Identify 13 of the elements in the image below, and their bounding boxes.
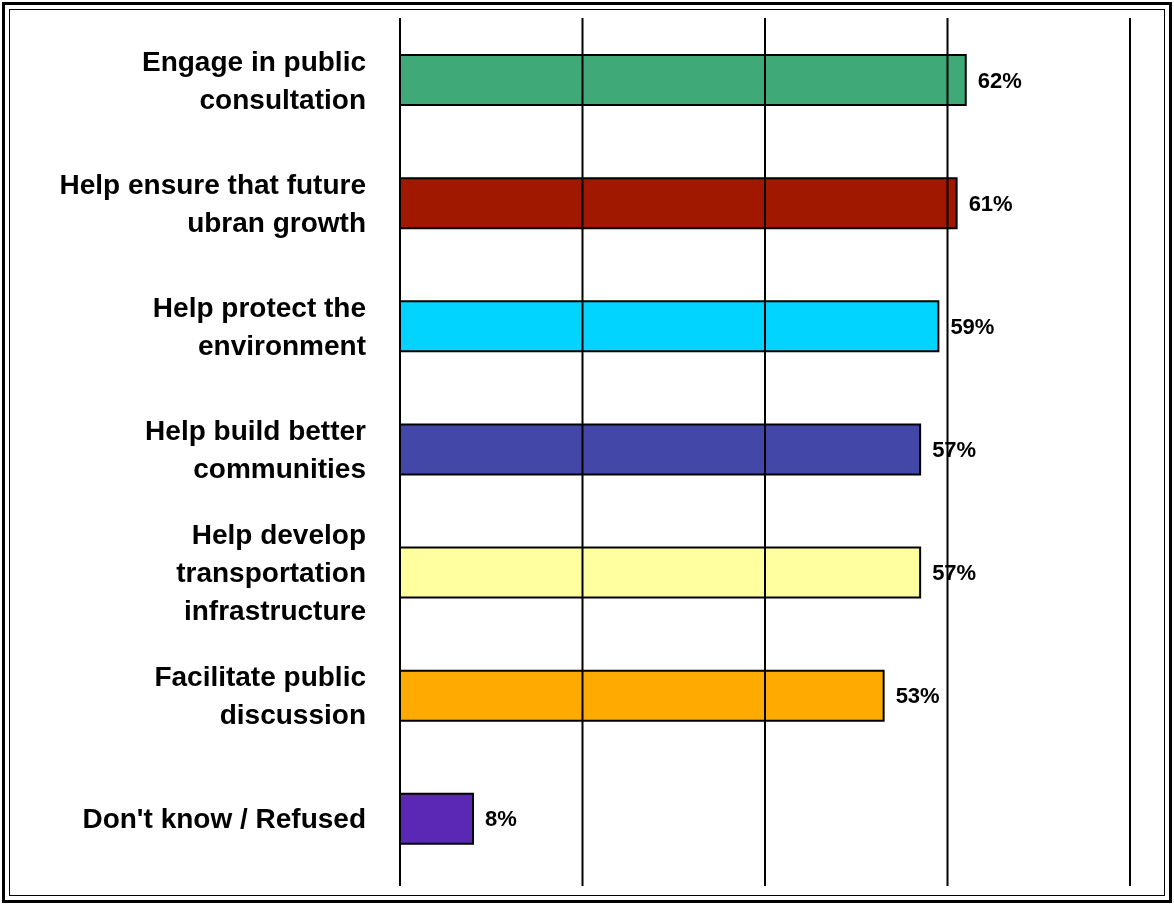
data-label: 59% [950,313,995,339]
y-tick-label: Help build better communities [145,414,367,484]
y-tick-label: Facilitate public discussion [154,660,366,730]
data-label: 8% [485,806,517,832]
data-label: 61% [968,190,1013,216]
y-tick-label: Help protect the environment [152,291,366,361]
bar [400,792,474,845]
y-tick-label: Help develop transportation infrastructure [176,518,366,626]
y-tick-label: Engage in public consultation [141,45,366,115]
y-tick-label: Don't know / Refused [82,802,366,834]
data-label: 53% [895,683,940,709]
y-tick-label: Help ensure that future ubran growth [59,168,366,238]
data-label: 62% [977,67,1022,93]
